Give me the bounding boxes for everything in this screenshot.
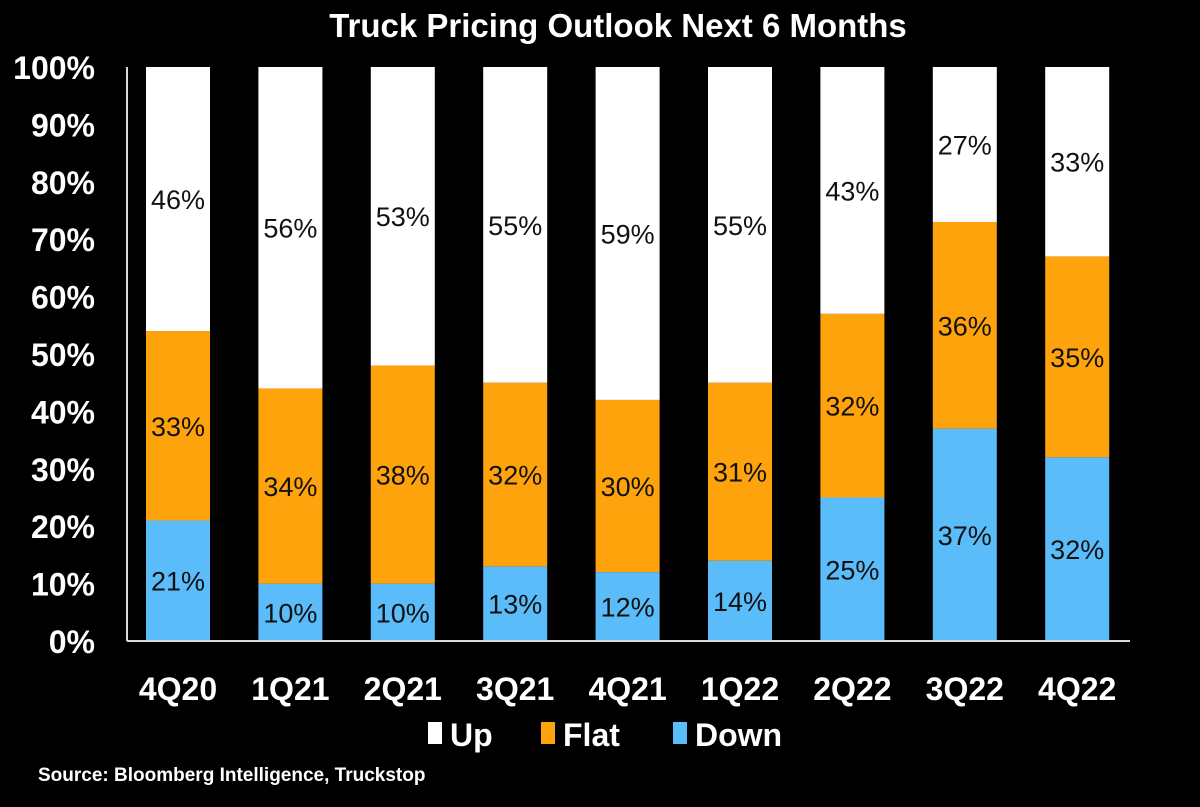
data-labels: 21% 33% 46% 10% 34% 56% 10% 38% 53% 13% 32% 55% 12% 3… [151, 130, 1104, 628]
bar-segment-up [258, 67, 323, 389]
y-tick-label: 30% [31, 452, 95, 488]
data-label-flat: 38% [376, 461, 430, 491]
data-label-down: 14% [713, 587, 767, 617]
bar-segment-flat [258, 388, 323, 584]
bar-segment-up [1045, 67, 1110, 257]
bar-segment-up [708, 67, 772, 383]
legend-label-flat: Flat [563, 717, 620, 753]
data-label-flat: 30% [601, 472, 655, 502]
data-label-up: 59% [601, 219, 655, 249]
data-label-down: 12% [601, 593, 655, 623]
legend: Up Flat Down [428, 717, 782, 753]
bar-segment-up [595, 67, 660, 400]
bar-segment-flat [820, 313, 885, 498]
legend-swatch-down [673, 722, 687, 744]
data-label-down: 13% [488, 590, 542, 620]
bar-segment-flat [708, 382, 772, 561]
data-label-up: 43% [825, 176, 879, 206]
data-label-down: 10% [263, 598, 317, 628]
x-tick-label: 3Q22 [926, 671, 1004, 707]
bar-segment-flat [146, 331, 210, 521]
data-label-down: 21% [151, 567, 205, 597]
y-tick-label: 40% [31, 394, 95, 430]
bar-segment-down [483, 566, 548, 641]
legend-label-up: Up [450, 717, 493, 753]
data-label-up: 56% [263, 214, 317, 244]
data-label-flat: 33% [151, 412, 205, 442]
bar-segment-down [258, 583, 323, 641]
x-tick-label: 2Q21 [364, 671, 442, 707]
data-label-flat: 32% [825, 392, 879, 422]
bar-segment-down [820, 497, 885, 641]
bar-segment-flat [370, 365, 435, 584]
x-tick-label: 4Q21 [588, 671, 666, 707]
y-tick-label: 100% [13, 50, 95, 86]
data-label-flat: 31% [713, 458, 767, 488]
source-note: Source: Bloomberg Intelligence, Trucksto… [38, 765, 425, 786]
bar-segment-down [595, 572, 660, 641]
bar-segment-down [146, 520, 210, 641]
data-label-down: 10% [376, 598, 430, 628]
x-axis-ticks: 4Q20 1Q21 2Q21 3Q21 4Q21 1Q22 2Q22 3Q22 4Q22 [139, 671, 1116, 707]
chart-title: Truck Pricing Outlook Next 6 Months [329, 7, 907, 44]
bar-segment-up [932, 67, 997, 222]
y-tick-label: 90% [31, 107, 95, 143]
x-tick-label: 4Q22 [1038, 671, 1116, 707]
bar-segment-up [370, 67, 435, 366]
data-label-up: 55% [488, 211, 542, 241]
x-tick-label: 1Q22 [701, 671, 779, 707]
bar-segment-down [708, 560, 772, 641]
legend-swatch-up [428, 722, 442, 744]
data-label-down: 37% [938, 521, 992, 551]
bar-segment-down [1045, 457, 1110, 641]
x-tick-label: 3Q21 [476, 671, 554, 707]
data-label-flat: 36% [938, 311, 992, 341]
y-tick-label: 80% [31, 165, 95, 201]
y-tick-label: 10% [31, 567, 95, 603]
data-label-up: 46% [151, 185, 205, 215]
bar-segment-down [370, 583, 435, 641]
data-label-flat: 32% [488, 461, 542, 491]
y-tick-label: 70% [31, 222, 95, 258]
data-label-up: 53% [376, 202, 430, 232]
data-label-down: 25% [825, 555, 879, 585]
legend-swatch-flat [541, 722, 555, 744]
bar-stacks [146, 67, 1110, 641]
bar-segment-flat [595, 399, 660, 573]
y-tick-label: 60% [31, 280, 95, 316]
data-label-flat: 35% [1050, 343, 1104, 373]
bar-segment-flat [483, 382, 548, 567]
bar-segment-up [483, 67, 548, 383]
data-label-up: 55% [713, 211, 767, 241]
bar-segment-up [820, 67, 885, 314]
bar-segment-up [146, 67, 210, 332]
data-label-flat: 34% [263, 472, 317, 502]
bar-segment-flat [932, 221, 997, 429]
x-tick-label: 4Q20 [139, 671, 217, 707]
data-label-up: 33% [1050, 148, 1104, 178]
x-tick-label: 2Q22 [813, 671, 891, 707]
y-tick-label: 0% [49, 624, 95, 660]
x-tick-label: 1Q21 [251, 671, 329, 707]
y-axis-ticks: 0% 10% 20% 30% 40% 50% 60% 70% 80% 90% 100% [13, 50, 95, 660]
y-tick-label: 50% [31, 337, 95, 373]
y-tick-label: 20% [31, 509, 95, 545]
bar-segment-down [932, 428, 997, 641]
data-label-up: 27% [938, 130, 992, 160]
legend-label-down: Down [695, 717, 782, 753]
bar-segment-flat [1045, 256, 1110, 458]
data-label-down: 32% [1050, 535, 1104, 565]
